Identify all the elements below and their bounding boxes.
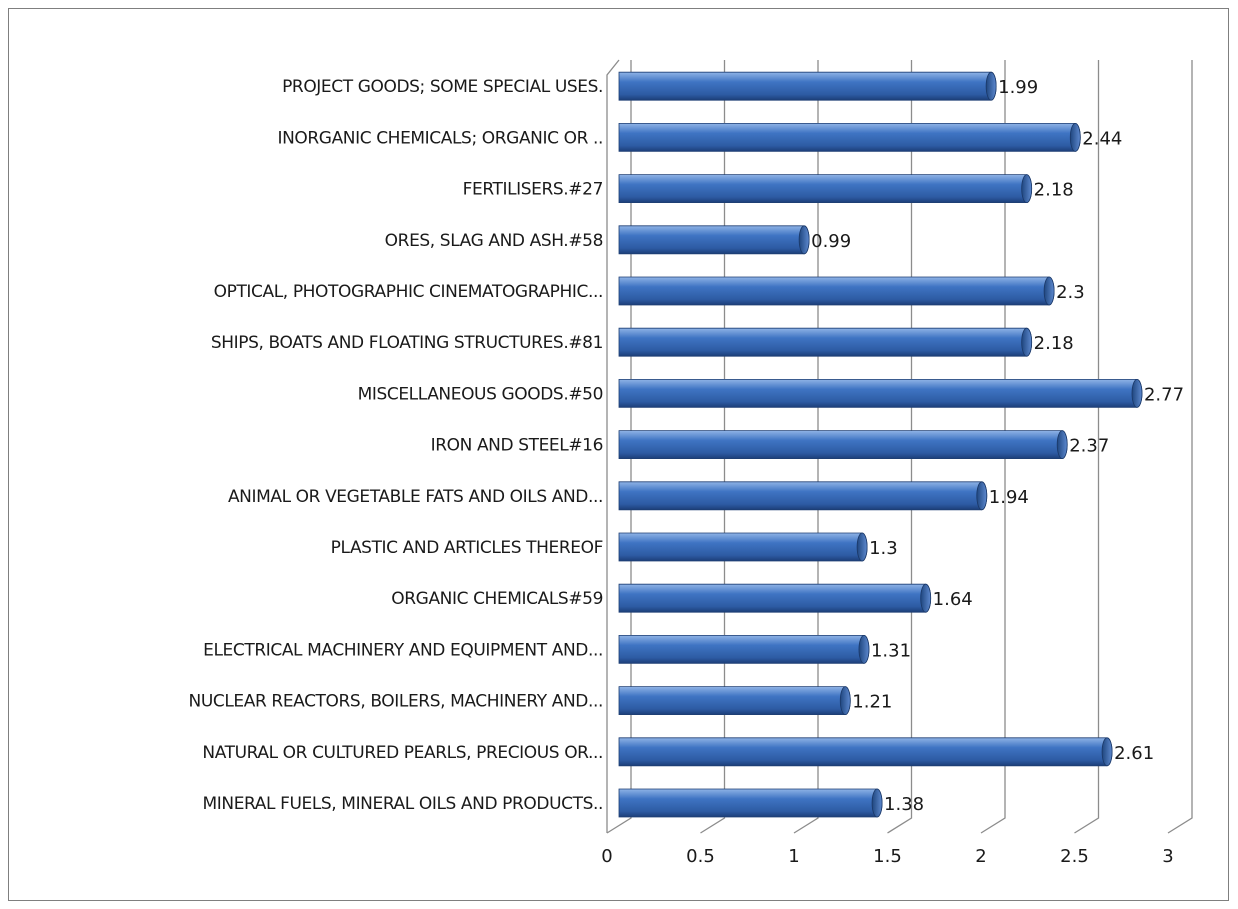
category-label: PROJECT GOODS; SOME SPECIAL USES.	[282, 77, 603, 97]
bar-cap	[798, 225, 810, 255]
bar-cap	[1101, 737, 1113, 767]
bar	[618, 71, 997, 101]
gridline	[887, 60, 913, 834]
category-labels: MINERAL FUELS, MINERAL OILS AND PRODUCTS…	[189, 77, 604, 814]
bar-cap	[985, 71, 997, 101]
value-label: 1.3	[869, 538, 898, 559]
category-label: MINERAL FUELS, MINERAL OILS AND PRODUCTS…	[203, 794, 604, 814]
x-tick-label: 0	[601, 846, 612, 867]
x-tick-label: 3	[1162, 846, 1173, 867]
category-label: ANIMAL OR VEGETABLE FATS AND OILS AND...	[228, 487, 603, 507]
bar-cap	[856, 532, 868, 562]
category-label: MISCELLANEOUS GOODS.#50	[358, 384, 603, 404]
bars	[618, 71, 1143, 818]
bar	[618, 123, 1081, 152]
bar-cap	[1056, 430, 1068, 460]
value-label: 1.64	[933, 589, 973, 610]
bar	[618, 788, 883, 818]
value-label: 2.18	[1034, 180, 1074, 201]
value-label: 2.77	[1144, 384, 1184, 405]
bar	[618, 635, 870, 664]
x-tick-label: 1	[788, 846, 799, 867]
bar	[618, 276, 1055, 306]
category-label: INORGANIC CHEMICALS; ORGANIC OR ..	[277, 128, 603, 148]
bar-cap	[976, 481, 988, 511]
value-label: 2.18	[1034, 333, 1074, 354]
bar	[618, 327, 1033, 357]
category-label: NUCLEAR REACTORS, BOILERS, MACHINERY AND…	[189, 692, 603, 712]
x-tick-label: 1.5	[873, 846, 902, 867]
bar-cap	[871, 788, 883, 818]
value-label: 2.37	[1069, 436, 1109, 457]
category-label: OPTICAL, PHOTOGRAPHIC CINEMATOGRAPHIC...	[214, 282, 603, 302]
bar-cap	[1021, 174, 1033, 204]
x-axis-ticks: 0 0.5 1 1.5 2 2.5 3	[601, 846, 1173, 867]
bar-cap	[920, 583, 932, 613]
gridlines	[606, 59, 1193, 834]
bar	[618, 532, 868, 562]
value-label: 1.99	[998, 77, 1038, 98]
category-label: NATURAL OR CULTURED PEARLS, PRECIOUS OR.…	[202, 743, 603, 763]
x-tick-label: 2	[975, 846, 986, 867]
bar-cap	[1021, 327, 1033, 357]
bar-cap	[1043, 276, 1055, 306]
bar-cap	[858, 635, 870, 664]
value-label: 2.44	[1082, 128, 1122, 149]
category-label: ORGANIC CHEMICALS#59	[391, 589, 603, 609]
axis-wall-edge	[606, 59, 620, 833]
gridline	[1167, 60, 1193, 834]
bar	[618, 174, 1033, 203]
bar	[618, 379, 1143, 408]
bar	[618, 686, 851, 715]
value-label: 2.61	[1114, 743, 1154, 764]
category-label: IRON AND STEEL#16	[431, 436, 603, 456]
category-label: FERTILISERS.#27	[463, 180, 603, 200]
category-label: SHIPS, BOATS AND FLOATING STRUCTURES.#81	[211, 333, 603, 353]
value-label: 1.31	[871, 640, 911, 661]
value-label: 0.99	[811, 231, 851, 252]
category-label: ORES, SLAG AND ASH.#58	[385, 231, 603, 251]
category-label: ELECTRICAL MACHINERY AND EQUIPMENT AND..…	[203, 640, 603, 660]
category-label: PLASTIC AND ARTICLES THEREOF	[331, 538, 603, 558]
value-label: 1.94	[989, 487, 1029, 508]
bar	[618, 481, 988, 511]
value-labels: 1.38 2.61 1.21 1.31 1.64 1.3 1.94 2.37 2.77 2.18 2…	[811, 77, 1184, 815]
gridline	[793, 60, 819, 834]
gridline	[980, 60, 1006, 834]
value-label: 1.21	[852, 692, 892, 713]
value-label: 2.3	[1056, 282, 1085, 303]
gridline	[606, 60, 632, 834]
gridline	[1074, 60, 1100, 834]
bar-cap	[1069, 122, 1081, 152]
value-label: 1.38	[884, 794, 924, 815]
x-tick-label: 0.5	[686, 846, 715, 867]
bar	[618, 737, 1113, 767]
gridline	[700, 60, 726, 834]
bar	[618, 430, 1068, 459]
x-tick-label: 2.5	[1060, 846, 1089, 867]
bar-cap	[1131, 378, 1143, 408]
bar	[618, 583, 932, 613]
bar	[618, 225, 810, 255]
bar-cap	[839, 686, 851, 715]
